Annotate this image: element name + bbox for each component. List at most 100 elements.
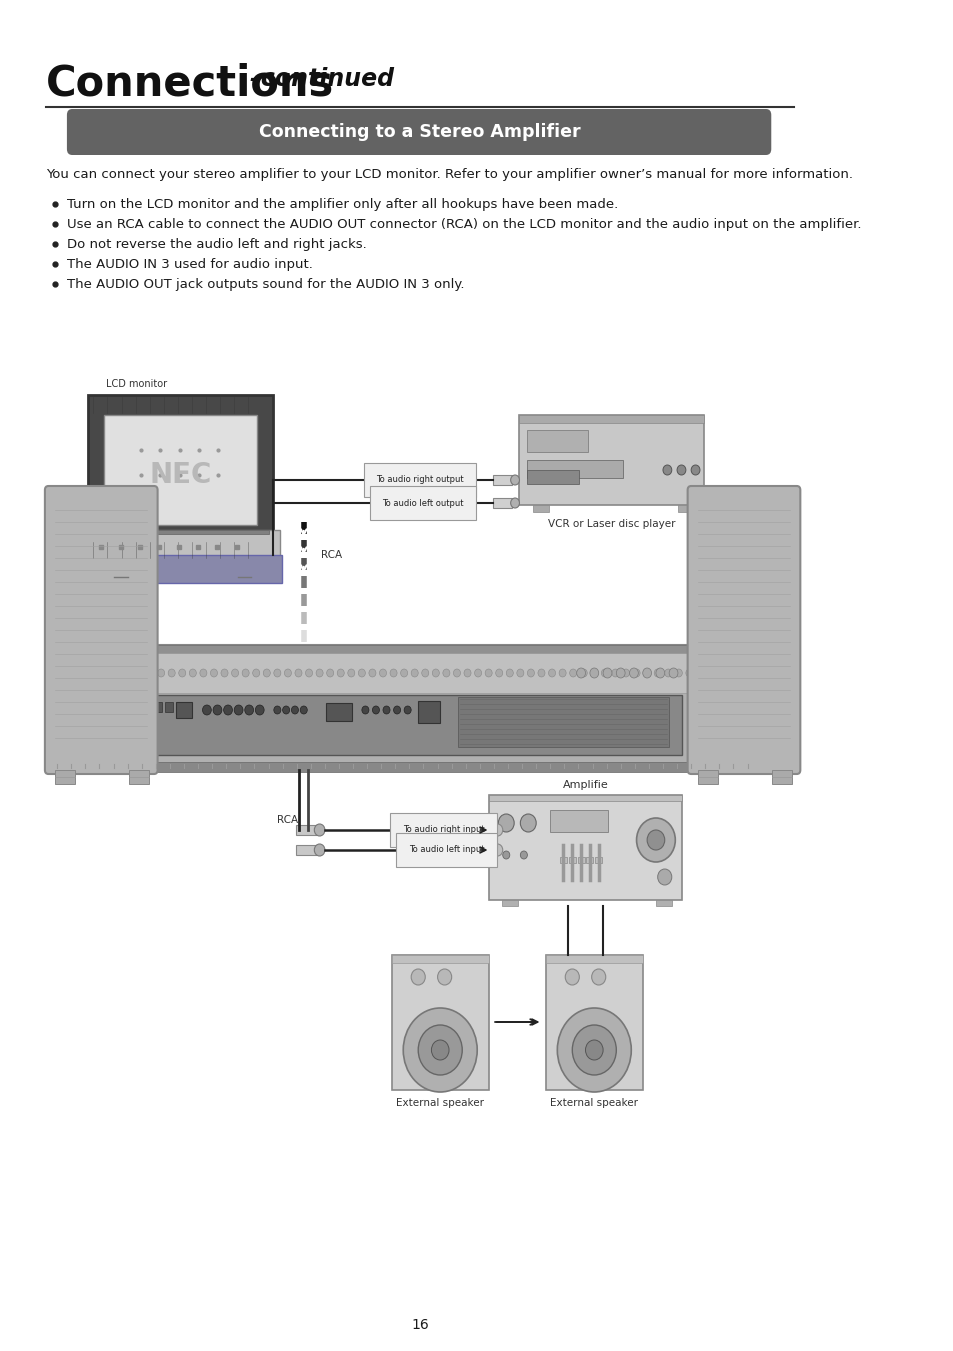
Bar <box>493 499 512 508</box>
Bar <box>678 505 693 512</box>
Circle shape <box>548 669 555 677</box>
Circle shape <box>642 667 651 678</box>
Circle shape <box>221 669 228 677</box>
Circle shape <box>358 669 365 677</box>
Text: Use an RCA cable to connect the AUDIO OUT connector (RCA) on the LCD monitor and: Use an RCA cable to connect the AUDIO OU… <box>67 218 861 231</box>
Text: To audio left output: To audio left output <box>382 499 463 508</box>
Text: External speaker: External speaker <box>550 1098 638 1108</box>
Circle shape <box>291 707 298 713</box>
Text: Do not reverse the audio left and right jacks.: Do not reverse the audio left and right … <box>67 238 366 251</box>
Bar <box>49 762 792 771</box>
Circle shape <box>211 669 217 677</box>
Circle shape <box>497 815 514 832</box>
Text: To audio right input: To audio right input <box>402 825 484 835</box>
Circle shape <box>621 669 629 677</box>
Circle shape <box>432 669 439 677</box>
Bar <box>545 955 642 963</box>
Bar <box>119 694 681 755</box>
Circle shape <box>453 669 460 677</box>
Circle shape <box>558 669 565 677</box>
Bar <box>577 857 584 863</box>
Circle shape <box>348 669 355 677</box>
Circle shape <box>189 669 196 677</box>
Circle shape <box>677 465 685 476</box>
Circle shape <box>657 869 671 885</box>
Bar <box>142 703 151 712</box>
Circle shape <box>421 669 428 677</box>
Circle shape <box>202 705 211 715</box>
Bar <box>519 415 703 423</box>
Circle shape <box>600 669 608 677</box>
Bar <box>550 811 607 832</box>
Bar <box>526 430 588 453</box>
Bar <box>526 459 622 478</box>
Circle shape <box>282 707 290 713</box>
Circle shape <box>690 465 700 476</box>
Circle shape <box>245 705 253 715</box>
FancyBboxPatch shape <box>67 109 770 155</box>
Circle shape <box>232 669 238 677</box>
Text: Connections: Connections <box>46 62 334 104</box>
Bar <box>656 900 671 907</box>
Circle shape <box>404 707 411 713</box>
Bar <box>130 770 149 784</box>
Circle shape <box>314 824 325 836</box>
Bar <box>325 703 352 721</box>
Bar <box>698 770 717 784</box>
Circle shape <box>136 669 143 677</box>
Bar <box>104 415 256 526</box>
Bar <box>233 565 255 577</box>
Text: LCD monitor: LCD monitor <box>106 380 167 389</box>
Bar <box>176 703 192 717</box>
Bar <box>165 703 173 712</box>
Circle shape <box>633 669 639 677</box>
Circle shape <box>326 669 334 677</box>
Circle shape <box>506 669 513 677</box>
Bar <box>88 394 273 561</box>
Circle shape <box>646 830 664 850</box>
Text: 16: 16 <box>411 1319 429 1332</box>
Circle shape <box>417 1025 462 1075</box>
Circle shape <box>569 669 577 677</box>
Circle shape <box>305 669 313 677</box>
Circle shape <box>537 669 544 677</box>
Circle shape <box>223 705 233 715</box>
Circle shape <box>263 669 270 677</box>
Circle shape <box>400 669 407 677</box>
Bar <box>49 644 792 653</box>
Circle shape <box>403 1008 476 1092</box>
Bar <box>295 844 316 855</box>
Text: The AUDIO OUT jack outputs sound for the AUDIO IN 3 only.: The AUDIO OUT jack outputs sound for the… <box>67 278 464 290</box>
Circle shape <box>168 669 175 677</box>
Bar <box>92 530 268 534</box>
Bar <box>595 857 601 863</box>
Circle shape <box>442 669 450 677</box>
Circle shape <box>213 705 222 715</box>
Circle shape <box>300 707 307 713</box>
Circle shape <box>602 667 611 678</box>
Circle shape <box>502 851 509 859</box>
Circle shape <box>379 669 386 677</box>
Circle shape <box>242 669 249 677</box>
Circle shape <box>519 851 527 859</box>
Bar <box>501 900 517 907</box>
Circle shape <box>656 667 664 678</box>
Circle shape <box>294 669 302 677</box>
Bar <box>417 701 439 723</box>
Circle shape <box>579 669 587 677</box>
Circle shape <box>668 667 678 678</box>
Circle shape <box>361 707 369 713</box>
Circle shape <box>84 669 91 677</box>
Bar <box>532 505 548 512</box>
Bar <box>526 470 578 484</box>
Text: To audio left input: To audio left input <box>408 846 484 854</box>
Circle shape <box>390 669 396 677</box>
Circle shape <box>517 669 523 677</box>
Circle shape <box>474 669 481 677</box>
Text: External speaker: External speaker <box>395 1098 484 1108</box>
Circle shape <box>147 669 154 677</box>
Bar <box>81 530 279 565</box>
Circle shape <box>115 669 122 677</box>
Circle shape <box>492 824 502 836</box>
Circle shape <box>675 669 681 677</box>
